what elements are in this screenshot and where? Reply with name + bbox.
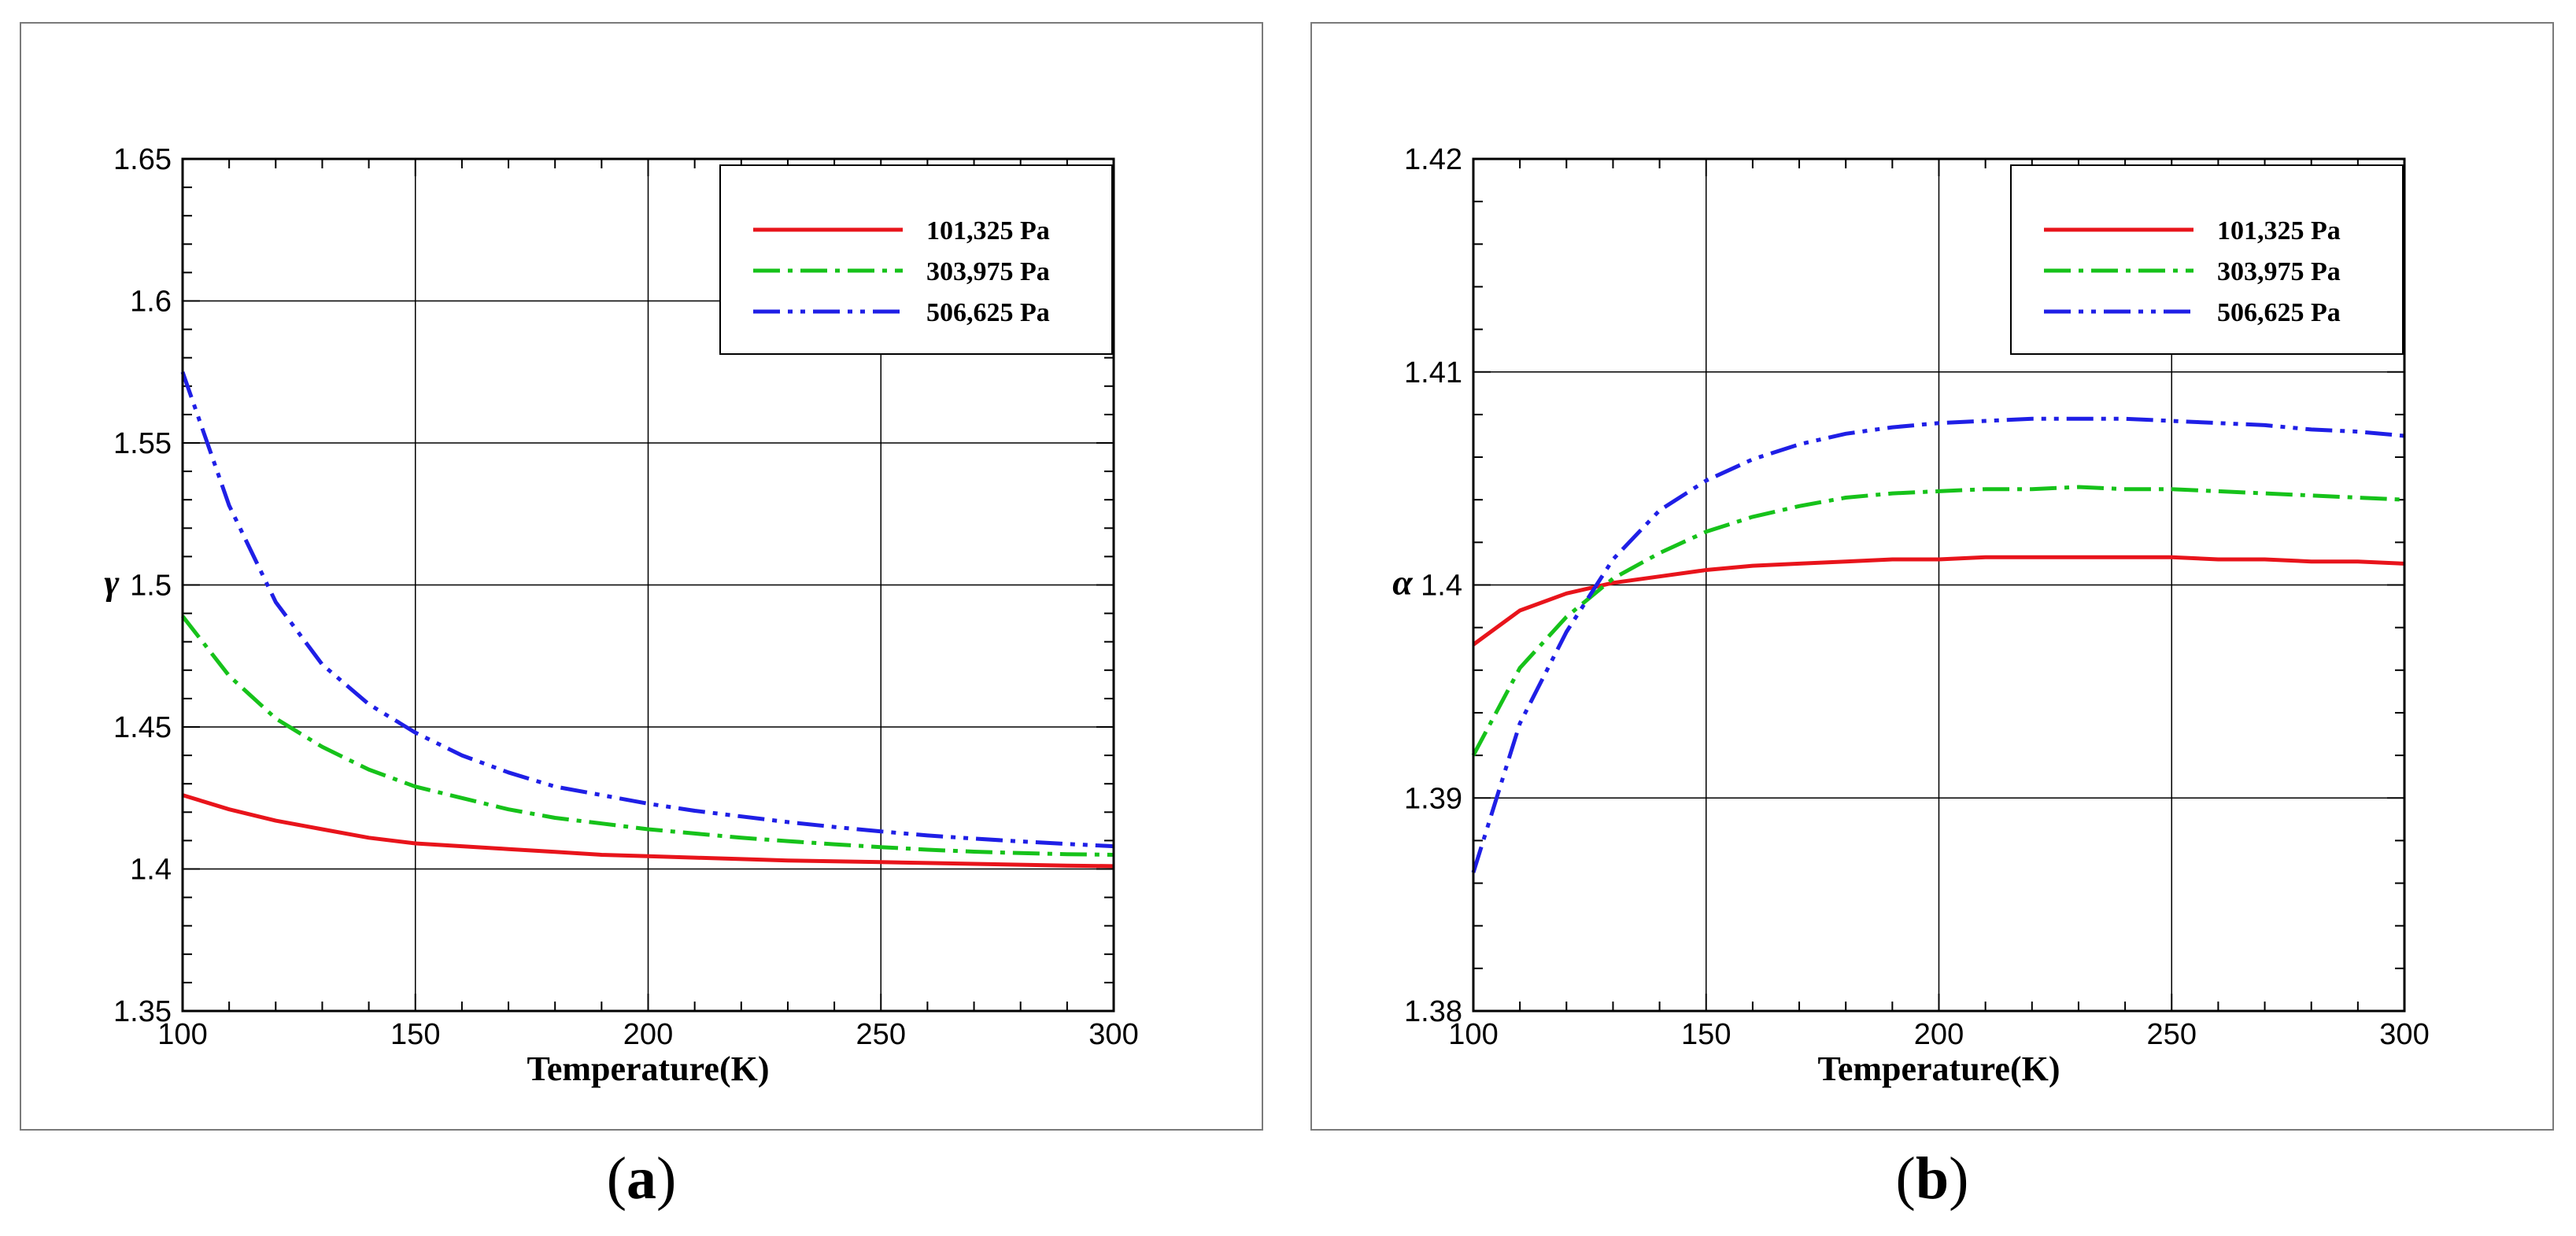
- series-line-b-1: [1472, 555, 2405, 647]
- x-tick-label-b-4: 300: [2379, 1018, 2429, 1051]
- y-tick-label-a-1: 1.4: [130, 854, 172, 887]
- chart-panel-b: 100 150 200 250 300 1.38 1.39 1.4 1.41 1.42 Temper…: [1310, 22, 2554, 1131]
- caption-b-letter: b: [1915, 1146, 1950, 1212]
- y-tick-label-a-6: 1.65: [113, 143, 172, 176]
- x-tick-label-a-4: 300: [1088, 1018, 1138, 1051]
- y-tick-label-b-1: 1.39: [1404, 782, 1462, 815]
- y-tick-label-a-4: 1.55: [113, 427, 172, 460]
- x-axis-title-a: Temperature(K): [527, 1050, 770, 1088]
- x-tick-label-b-3: 250: [2147, 1018, 2197, 1051]
- plot-frame-b: [1472, 157, 2406, 1013]
- y-axis-title-a: γ: [104, 563, 120, 603]
- x-tick-label-a-0: 100: [157, 1018, 207, 1051]
- legend-label-a-1: 101,325 Pa: [926, 216, 1050, 245]
- y-tick-label-a-5: 1.6: [130, 286, 172, 319]
- series-line-b-3: [1471, 416, 2405, 873]
- x-tick-label-a-2: 200: [623, 1018, 673, 1051]
- y-tick-label-b-3: 1.41: [1404, 356, 1462, 389]
- chart-panel-a: 100 150 200 250 300 1.35 1.4 1.45 1.5 1.55 1.6 1.65…: [20, 22, 1263, 1131]
- x-tick-label-a-3: 250: [856, 1018, 906, 1051]
- legend-label-a-2: 303,975 Pa: [926, 257, 1050, 286]
- legend-box-a: [719, 164, 1113, 355]
- y-tick-label-a-0: 1.35: [113, 995, 172, 1028]
- x-tick-label-b-0: 100: [1448, 1018, 1498, 1051]
- caption-b: (b): [1895, 1146, 1969, 1212]
- plot-frame-a: [181, 157, 1115, 1013]
- series-line-a-3: [180, 371, 1114, 849]
- x-tick-label-a-1: 150: [390, 1018, 440, 1051]
- legend-label-a-3: 506,625 Pa: [926, 298, 1050, 327]
- legend-label-b-1: 101,325 Pa: [2217, 216, 2341, 245]
- y-axis-title-b: α: [1392, 563, 1414, 603]
- series-line-b-2: [1471, 485, 2405, 757]
- legend-box-b: [2010, 164, 2404, 355]
- x-axis-title-b: Temperature(K): [1818, 1050, 2060, 1088]
- y-tick-label-a-3: 1.5: [130, 570, 172, 603]
- series-line-a-1: [182, 793, 1114, 869]
- y-tick-label-a-2: 1.45: [113, 711, 172, 744]
- legend-label-b-3: 506,625 Pa: [2217, 298, 2341, 327]
- series-line-a-2: [181, 614, 1114, 857]
- caption-a-letter: a: [626, 1146, 656, 1212]
- chart-svg-b: 100 150 200 250 300 1.38 1.39 1.4 1.41 1.42 Temper…: [1392, 143, 2429, 1088]
- chart-svg-a: 100 150 200 250 300 1.35 1.4 1.45 1.5 1.55 1.6 1.65…: [104, 143, 1138, 1088]
- x-tick-label-b-2: 200: [1914, 1018, 1964, 1051]
- caption-a: (a): [606, 1146, 677, 1212]
- x-tick-label-b-1: 150: [1681, 1018, 1731, 1051]
- y-tick-label-b-0: 1.38: [1404, 995, 1462, 1028]
- y-tick-label-b-4: 1.42: [1404, 143, 1462, 176]
- legend-label-b-2: 303,975 Pa: [2217, 257, 2341, 286]
- y-tick-label-b-2: 1.4: [1421, 570, 1462, 603]
